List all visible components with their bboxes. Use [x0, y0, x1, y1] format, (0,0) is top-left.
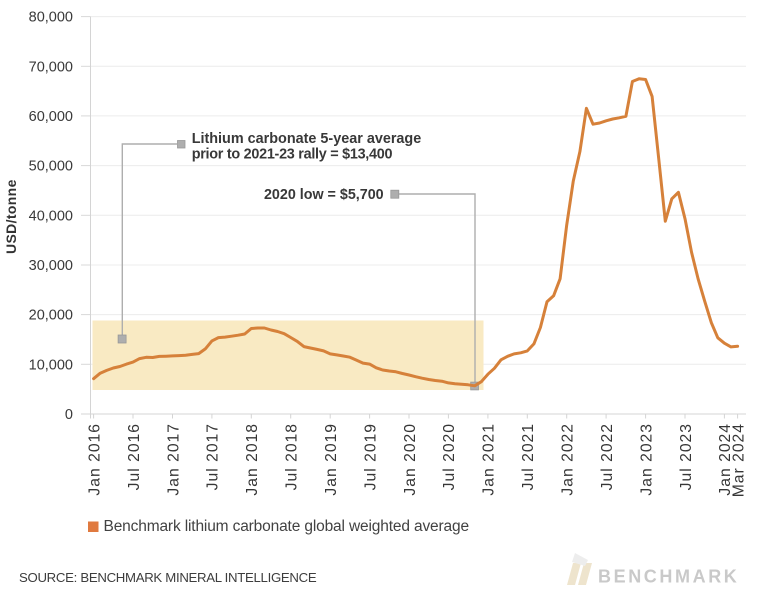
svg-text:SOURCE: BENCHMARK MINERAL INTE: SOURCE: BENCHMARK MINERAL INTELLIGENCE: [19, 570, 317, 585]
svg-text:70,000: 70,000: [29, 59, 73, 75]
svg-text:prior to 2021-23 rally = $13,4: prior to 2021-23 rally = $13,400: [192, 147, 393, 163]
svg-text:0: 0: [65, 407, 73, 423]
svg-text:Jul 2023: Jul 2023: [678, 423, 695, 490]
svg-text:Jul 2019: Jul 2019: [362, 423, 379, 490]
svg-text:Lithium carbonate 5-year avera: Lithium carbonate 5-year average: [192, 131, 422, 147]
svg-text:Jul 2017: Jul 2017: [205, 423, 222, 490]
svg-text:40,000: 40,000: [29, 208, 73, 224]
svg-text:Jan 2022: Jan 2022: [560, 423, 577, 496]
svg-text:30,000: 30,000: [29, 258, 73, 274]
svg-text:Jan 2018: Jan 2018: [244, 423, 261, 496]
svg-text:10,000: 10,000: [29, 357, 73, 373]
svg-text:BENCHMARK: BENCHMARK: [598, 567, 739, 587]
svg-text:Jan 2019: Jan 2019: [323, 423, 340, 496]
svg-text:60,000: 60,000: [29, 109, 73, 125]
svg-text:80,000: 80,000: [29, 10, 73, 26]
svg-text:20,000: 20,000: [29, 308, 73, 324]
svg-text:Jan 2016: Jan 2016: [86, 423, 103, 496]
svg-text:50,000: 50,000: [29, 159, 73, 175]
svg-text:Jan 2021: Jan 2021: [481, 423, 498, 496]
svg-text:Jul 2020: Jul 2020: [441, 423, 458, 490]
svg-text:Jul 2018: Jul 2018: [284, 423, 301, 490]
svg-text:Jan 2024: Jan 2024: [717, 423, 734, 496]
svg-text:Jul 2016: Jul 2016: [126, 423, 143, 490]
svg-text:Jul 2022: Jul 2022: [599, 423, 616, 490]
svg-text:Jan 2023: Jan 2023: [638, 423, 655, 496]
svg-text:Benchmark lithium carbonate gl: Benchmark lithium carbonate global weigh…: [104, 518, 469, 535]
svg-text:2020 low = $5,700: 2020 low = $5,700: [264, 187, 384, 203]
svg-text:USD/tonne: USD/tonne: [3, 179, 19, 254]
svg-text:Jan 2020: Jan 2020: [402, 423, 419, 496]
svg-text:Jul 2021: Jul 2021: [520, 423, 537, 490]
svg-text:Jan 2017: Jan 2017: [165, 423, 182, 496]
svg-text:Mar 2024: Mar 2024: [730, 423, 747, 497]
